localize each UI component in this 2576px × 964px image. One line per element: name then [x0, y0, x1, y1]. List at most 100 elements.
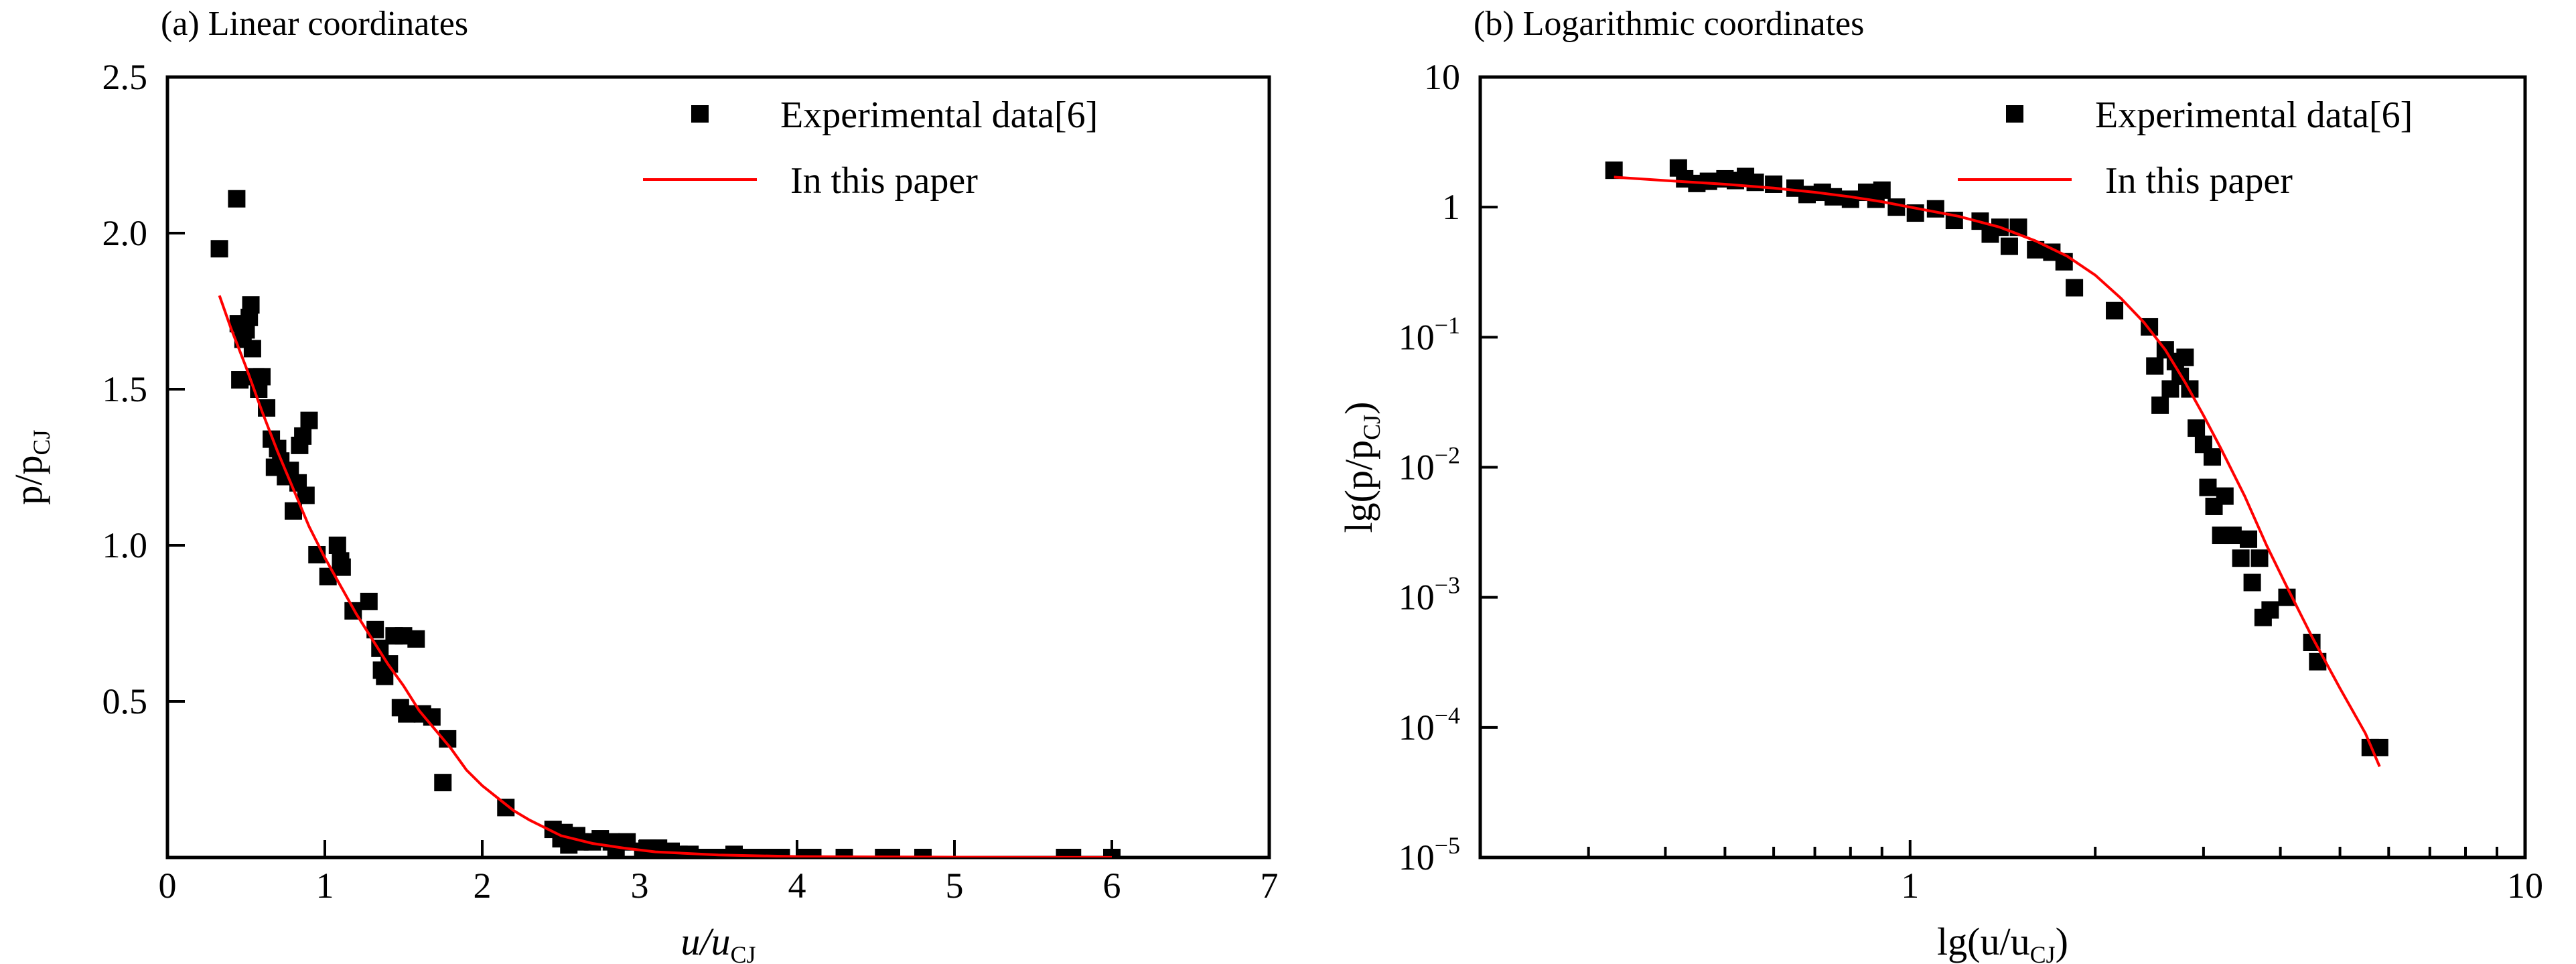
data-point [2188, 419, 2206, 437]
data-point [2151, 396, 2169, 414]
legend-label: Experimental data[6] [2095, 94, 2413, 136]
data-point [243, 340, 261, 358]
data-point [2309, 652, 2327, 671]
model-curve [1614, 176, 2381, 768]
data-point [333, 558, 351, 576]
data-point [328, 537, 346, 554]
plot-frame [165, 75, 1271, 859]
y-tick-base: 10 [1399, 577, 1435, 618]
data-point [2250, 549, 2269, 567]
y-tick-label: 1 [1442, 187, 1460, 227]
data-point [297, 486, 315, 504]
legend-marker-square [691, 105, 709, 123]
y-tick-base: 10 [1399, 447, 1435, 488]
y-tick-label: 10−2 [1399, 442, 1460, 488]
data-point [2106, 301, 2124, 320]
x-tick-label: 4 [788, 866, 806, 906]
model-curve [218, 295, 1113, 857]
x-axis-label-subscript: CJ [731, 941, 756, 964]
data-point [231, 371, 249, 389]
legend-label: In this paper [2105, 160, 2293, 202]
y-tick-label: 10−1 [1399, 312, 1460, 357]
x-tick-label: 3 [631, 866, 649, 906]
data-point [2176, 348, 2194, 366]
data-point [1064, 849, 1082, 857]
y-tick-exponent: −3 [1435, 572, 1460, 599]
y-tick-label: 1.5 [102, 369, 148, 409]
y-tick-base: 1 [1442, 187, 1460, 227]
data-point [835, 849, 853, 857]
data-point [434, 774, 452, 792]
x-tick-label: 2 [474, 866, 492, 906]
y-axis-label-subscript: CJ [1358, 415, 1385, 440]
y-tick-label: 10−3 [1399, 572, 1460, 618]
data-point [883, 849, 900, 857]
y-tick-base: 10 [1399, 707, 1435, 748]
data-point [2232, 549, 2250, 567]
y-axis-label-main: p/p [7, 455, 50, 504]
data-point [2240, 530, 2258, 548]
y-tick-base: 10 [1399, 317, 1435, 357]
y-tick-base: 10 [1424, 57, 1460, 97]
y-tick-label: 1.0 [102, 525, 148, 565]
data-point [741, 849, 759, 857]
x-axis-label-subscript: CJ [2030, 941, 2056, 964]
data-point [398, 705, 416, 723]
data-point [1103, 849, 1121, 857]
data-point [1699, 172, 1717, 190]
data-point [914, 849, 932, 857]
data-point [2203, 448, 2221, 466]
data-point [1841, 190, 1859, 208]
y-axis-label-main: lg(p/p [1337, 440, 1380, 533]
x-tick-label: 7 [1261, 866, 1279, 906]
panel-title: (a) Linear coordinates [161, 5, 468, 43]
data-point [2224, 527, 2242, 545]
x-axis-label: u/uCJ [681, 920, 756, 964]
data-point [2066, 279, 2084, 297]
data-point [1824, 188, 1843, 206]
data-point [2243, 573, 2261, 592]
data-point [407, 630, 425, 648]
y-tick-base: 10 [1399, 837, 1435, 878]
data-point [2216, 487, 2234, 505]
data-point [2199, 478, 2217, 496]
x-tick-label: 1 [1901, 866, 1919, 906]
data-point [1926, 200, 1944, 218]
plot-area [210, 190, 1121, 857]
y-axis-label-suffix: ) [1337, 402, 1380, 415]
x-axis-label-main: lg(u/u [1937, 920, 2030, 963]
y-tick-exponent: −1 [1435, 312, 1460, 338]
y-axis-label: lg(p/pCJ) [1337, 402, 1385, 533]
data-point [1605, 161, 1623, 180]
legend-label: Experimental data[6] [780, 94, 1098, 136]
legend-marker-square [2006, 105, 2023, 123]
data-point [2000, 237, 2018, 255]
panel-title: (b) Logarithmic coordinates [1474, 5, 1864, 43]
y-tick-label: 2.5 [102, 57, 148, 97]
x-tick-label: 10 [2507, 866, 2543, 906]
data-point [1765, 175, 1783, 193]
x-tick-label: 0 [159, 866, 177, 906]
y-tick-label: 2.0 [102, 213, 148, 253]
x-axis-label-main: u/u [681, 920, 730, 963]
panel-a-linear-chart: (a) Linear coordinates 0 1 2 3 4 5 6 7 0.5 1.0 1.5 2… [7, 5, 1279, 964]
data-point [210, 240, 228, 258]
y-tick-exponent: −4 [1435, 702, 1460, 729]
data-point [1887, 198, 1906, 216]
y-tick-label: 10−4 [1399, 702, 1460, 748]
data-point [1798, 186, 1816, 204]
x-tick-label: 5 [946, 866, 964, 906]
data-point [360, 592, 378, 610]
data-point [709, 849, 727, 857]
y-tick-exponent: −2 [1435, 442, 1460, 469]
y-tick-exponent: −5 [1435, 832, 1460, 859]
x-tick-label: 1 [316, 866, 334, 906]
y-tick-label: 10−5 [1399, 832, 1460, 878]
data-point [1873, 181, 1891, 199]
y-axis-label: p/pCJ [7, 429, 55, 504]
data-point [228, 190, 246, 208]
data-point [757, 849, 774, 857]
x-tick-label: 6 [1103, 866, 1121, 906]
